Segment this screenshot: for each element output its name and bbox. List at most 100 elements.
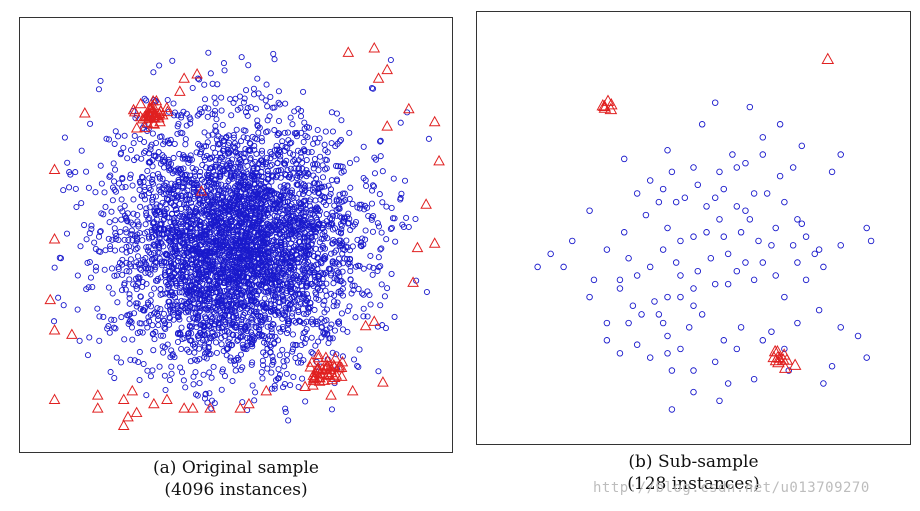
anomaly-point: [368, 315, 381, 326]
inlier-point: [180, 108, 187, 115]
inlier-point: [282, 405, 289, 412]
inlier-point: [677, 293, 684, 301]
inlier-point: [217, 172, 224, 179]
inlier-point: [195, 140, 202, 147]
inlier-point: [177, 170, 184, 177]
inlier-point: [202, 390, 209, 397]
inlier-point: [205, 343, 212, 351]
inlier-point: [219, 312, 226, 319]
inlier-point: [251, 174, 258, 181]
inlier-point: [190, 221, 197, 228]
inlier-point: [230, 262, 237, 269]
inlier-point: [244, 225, 251, 232]
inlier-point: [174, 312, 182, 319]
inlier-point: [249, 359, 256, 366]
inlier-point: [262, 352, 269, 359]
inlier-point: [232, 144, 239, 151]
inlier-point: [160, 332, 167, 339]
inlier-point: [798, 220, 806, 227]
inlier-point: [156, 235, 163, 242]
inlier-point: [237, 234, 245, 241]
inlier-point: [332, 225, 339, 232]
inlier-point: [863, 224, 870, 232]
inlier-point: [360, 175, 367, 182]
inlier-point: [178, 324, 185, 331]
inlier-point: [334, 270, 341, 277]
inlier-point: [186, 196, 193, 203]
inlier-point: [203, 236, 210, 243]
inlier-point: [315, 272, 322, 279]
inlier-point: [213, 128, 220, 135]
inlier-point: [698, 311, 706, 318]
inlier-point: [377, 246, 384, 253]
inlier-point: [196, 172, 203, 180]
inlier-point: [130, 140, 137, 147]
inlier-point: [281, 241, 288, 248]
inlier-point: [271, 385, 278, 392]
inlier-point: [166, 186, 173, 193]
inlier-point: [317, 196, 324, 203]
inlier-point: [72, 185, 79, 192]
inlier-point: [150, 180, 157, 187]
inlier-point: [259, 161, 266, 168]
inlier-point: [286, 282, 293, 290]
inlier-point: [305, 243, 312, 250]
inlier-point: [268, 276, 275, 283]
inlier-point: [229, 341, 236, 348]
chart-panel-sub-sample: [476, 11, 911, 445]
inlier-point: [227, 357, 234, 364]
inlier-point: [369, 271, 376, 278]
inlier-point: [102, 247, 109, 254]
inlier-point: [375, 264, 382, 271]
inlier-point: [205, 198, 212, 205]
inlier-point: [123, 259, 130, 266]
inlier-point: [694, 267, 702, 275]
inlier-point: [111, 375, 118, 382]
inlier-point: [264, 289, 271, 296]
inlier-point: [284, 287, 291, 294]
inlier-point: [171, 261, 178, 268]
inlier-point: [194, 190, 201, 197]
inlier-point: [339, 326, 347, 333]
inlier-point: [166, 302, 174, 309]
inlier-point: [251, 181, 258, 188]
inlier-point: [313, 161, 321, 168]
inlier-point: [141, 258, 148, 265]
inlier-point: [85, 184, 92, 191]
inlier-point: [360, 313, 367, 320]
inlier-point: [304, 170, 311, 177]
inlier-point: [249, 160, 256, 167]
inlier-point: [149, 367, 156, 374]
inlier-point: [225, 338, 232, 345]
inlier-point: [267, 307, 274, 314]
inlier-point: [329, 221, 336, 228]
inlier-point: [116, 259, 123, 267]
inlier-point: [143, 392, 150, 399]
inlier-point: [334, 140, 341, 147]
inlier-point: [143, 261, 150, 268]
inlier-point: [205, 339, 212, 346]
inlier-point: [118, 314, 125, 321]
inlier-point: [280, 267, 287, 274]
inlier-point: [156, 363, 163, 370]
inlier-point: [258, 200, 265, 207]
inlier-point: [337, 278, 344, 285]
inlier-point: [74, 306, 81, 313]
inlier-point: [338, 117, 345, 124]
anomaly-cluster-point: [329, 352, 342, 363]
inlier-point: [241, 95, 248, 102]
anomaly-cluster-point: [767, 350, 781, 363]
inlier-point: [158, 274, 165, 281]
inlier-point: [690, 302, 697, 309]
inlier-point: [275, 130, 282, 137]
inlier-point: [259, 163, 266, 171]
inlier-point: [237, 305, 244, 312]
inlier-point: [321, 228, 328, 235]
inlier-point: [248, 303, 256, 310]
inlier-point: [168, 370, 175, 377]
inlier-point: [328, 290, 335, 297]
inlier-point: [204, 113, 211, 120]
inlier-point: [187, 257, 195, 264]
inlier-point: [101, 189, 108, 196]
inlier-point: [191, 300, 198, 307]
